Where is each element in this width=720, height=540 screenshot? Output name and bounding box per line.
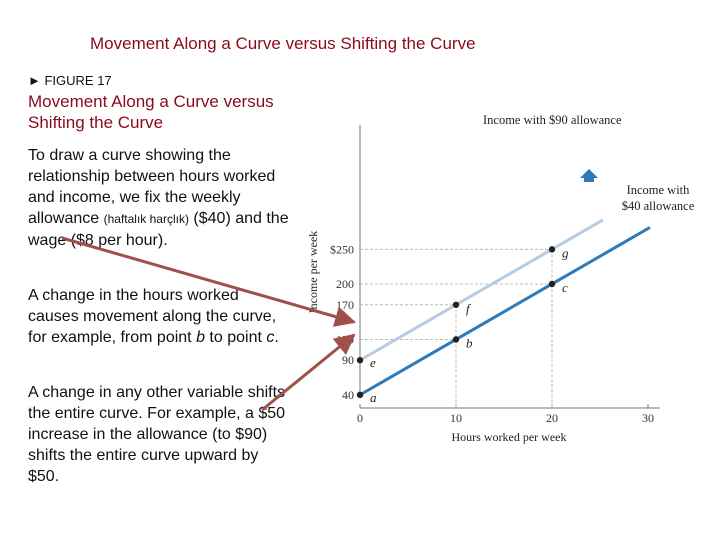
chart-lines: [359, 218, 651, 397]
y-tick-label: 170: [336, 298, 354, 312]
y-tick-label: 200: [336, 277, 354, 291]
y-tick-label: $250: [330, 242, 354, 256]
figure-title: Movement Along a Curve versus Shifting t…: [28, 92, 274, 132]
point-f: [452, 301, 460, 308]
y-tick-label: 90: [342, 353, 354, 367]
point-c: [548, 280, 556, 288]
x-tick-label: 0: [357, 411, 363, 425]
annotation-arrow-to-e: [61, 236, 357, 327]
point-g: [548, 246, 556, 253]
chart-points: a b c e f g: [356, 245, 569, 405]
annotation-arrows: [61, 169, 598, 412]
para2-text-c: to point: [204, 329, 267, 346]
chart-guides: [360, 248, 553, 408]
para1-text-a: To draw a curve showing the relationship…: [28, 147, 276, 227]
point-label-g: g: [562, 245, 569, 260]
para2-text-e: .: [274, 329, 279, 346]
shift-up-arrow: [580, 169, 598, 182]
y-tick-label: 40: [342, 388, 354, 402]
explanation-paragraph-3: A change in any other variable shifts th…: [28, 384, 286, 485]
x-tick-label: 30: [642, 411, 654, 425]
annotation-arrow-from-shift-text: [261, 333, 356, 412]
point-label-a: a: [370, 390, 377, 405]
legend-label-40-allowance-line2: $40 allowance: [622, 199, 695, 213]
point-a: [356, 391, 364, 399]
point-e: [356, 357, 364, 364]
line-income-40-allowance: [359, 226, 651, 397]
point-label-f: f: [466, 301, 472, 316]
legend-label-40-allowance-line1: Income with: [627, 183, 691, 197]
y-tick-label: 120: [336, 332, 354, 346]
x-tick-label: 20: [546, 411, 558, 425]
para2-point-b: b: [196, 329, 205, 346]
x-tick-label: 10: [450, 411, 462, 425]
para2-point-c: c: [266, 329, 275, 346]
chart-labels: Income with $90 allowance Income with $40 …: [483, 113, 695, 213]
point-b: [452, 336, 460, 343]
line-income-90-allowance: [359, 218, 604, 362]
para1-translation-note: (haftalık harçlık): [103, 212, 189, 226]
para2-text-a: A change in the hours worked causes move…: [28, 287, 277, 346]
legend-label-90-allowance: Income with $90 allowance: [483, 113, 622, 127]
explanation-paragraph-2: A change in the hours worked causes move…: [28, 285, 290, 348]
figure-number: ► FIGURE 17: [28, 73, 112, 88]
page-title: Movement Along a Curve versus Shifting t…: [90, 34, 476, 53]
explanation-paragraph-1: To draw a curve showing the relationship…: [28, 145, 290, 251]
point-label-b: b: [466, 335, 473, 350]
point-label-e: e: [370, 355, 376, 370]
para1-text-b: ($40) and the wage ($8 per hour).: [28, 210, 289, 249]
y-axis-title: Income per week: [306, 231, 320, 314]
x-axis-title: Hours worked per week: [452, 430, 567, 444]
point-label-c: c: [562, 280, 568, 295]
